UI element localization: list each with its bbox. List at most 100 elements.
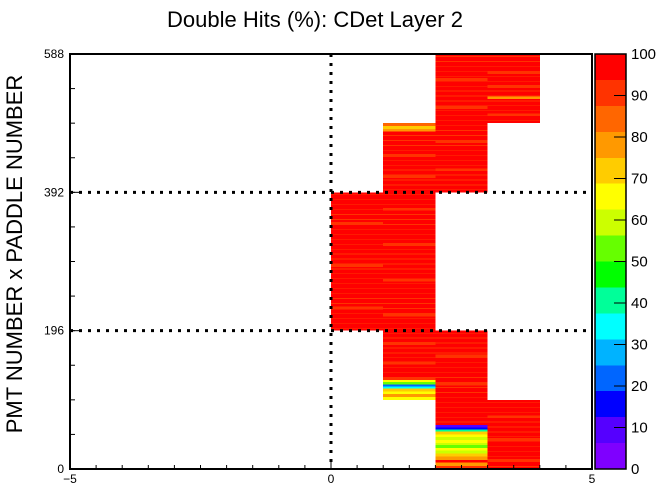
y-tick-label: 0 [57,462,64,476]
heatmap-cell [331,224,384,230]
palette-tick-label: 40 [631,295,648,312]
heatmap-cell [383,145,436,146]
heatmap-cell [435,330,488,333]
heatmap-cell [487,70,540,74]
heatmap-cell [435,342,488,344]
heatmap-cell [487,85,540,88]
heatmap-cell [435,65,488,67]
heatmap-cell [435,421,488,423]
heatmap-cell [383,332,436,334]
heatmap-cell [487,106,540,111]
heatmap-cell [383,214,436,215]
heatmap-cell [435,101,488,106]
heatmap-cell [435,437,488,441]
heatmap-cell [435,332,488,334]
palette-swatch [595,79,626,106]
heatmap-cell [435,145,488,150]
palette-tick-label: 90 [631,88,648,105]
heatmap-cell [331,274,384,279]
heatmap-cell [383,268,436,270]
heatmap-cell [487,431,540,433]
y-tick-label: 392 [44,185,64,199]
heatmap-cell [383,283,436,285]
heatmap-cell [435,90,488,92]
heatmap-cell [383,157,436,160]
heatmap-cell [383,303,436,304]
heatmap-cell [331,254,384,259]
heatmap-cell [435,130,488,131]
heatmap-cell [487,65,540,67]
heatmap-cell [435,459,488,463]
heatmap-cell [487,56,540,62]
heatmap-cell [487,113,540,117]
heatmap-cell [383,135,436,136]
heatmap-cell [435,150,488,155]
heatmap-cell [383,160,436,165]
heatmap-cell [435,337,488,339]
heatmap-cell [487,56,540,57]
palette-swatch [595,54,626,80]
heatmap-cell [435,397,488,400]
heatmap-cell [435,425,488,428]
heatmap-cell [487,81,540,86]
palette-swatch [595,131,626,158]
heatmap-cell [435,174,488,176]
heatmap-cell [383,145,436,150]
heatmap-cell [383,149,436,151]
heatmap-cell [435,338,488,343]
heatmap-cell [435,456,488,460]
heatmap-cell [331,303,384,304]
palette-swatch [595,443,626,469]
heatmap-cell [331,249,384,254]
heatmap-cell [487,415,540,419]
heatmap-cell [383,357,436,359]
heatmap-cell [383,353,436,358]
heatmap-cell [383,184,436,186]
heatmap-cell [383,245,436,249]
heatmap-cell [383,140,436,146]
heatmap-cell [383,248,436,250]
heatmap-cell [435,453,488,457]
heatmap-cell [435,447,488,451]
heatmap-cell [435,401,488,403]
heatmap-cell [331,238,384,240]
heatmap-cell [435,154,488,156]
heatmap-cell [487,437,540,438]
heatmap-cell [435,115,488,117]
heatmap-cell [435,422,488,426]
heatmap-cell [435,160,488,165]
heatmap-cell [435,399,488,402]
heatmap-cell [383,317,436,319]
heatmap-cell [487,412,540,416]
heatmap-cell [435,130,488,136]
heatmap-cell [487,401,540,403]
heatmap-cell [487,80,540,82]
heatmap-cell [331,298,384,299]
heatmap-cell [331,194,384,196]
heatmap-cell [487,61,540,62]
heatmap-cell [435,368,488,373]
heatmap-cell [487,399,540,402]
heatmap-cell [487,120,540,122]
heatmap-cell [487,110,540,112]
heatmap-cell [331,317,384,319]
heatmap-cell [487,461,540,467]
heatmap-cell [435,85,488,87]
heatmap-cell [435,125,488,131]
heatmap-cell [487,436,540,438]
heatmap-cell [383,219,436,225]
x-tick-label: −5 [63,472,77,486]
heatmap-cell [435,333,488,338]
palette-swatch [595,313,626,340]
heatmap-cell [383,238,436,240]
palette-swatch [595,235,626,262]
heatmap-cell [383,273,436,275]
heatmap-cell [383,337,436,339]
heatmap-cell [435,367,488,369]
heatmap-cell [435,385,488,388]
heatmap-cell [435,100,488,102]
heatmap-cell [435,121,488,124]
heatmap-cell [331,306,384,310]
heatmap-cell [435,353,488,355]
